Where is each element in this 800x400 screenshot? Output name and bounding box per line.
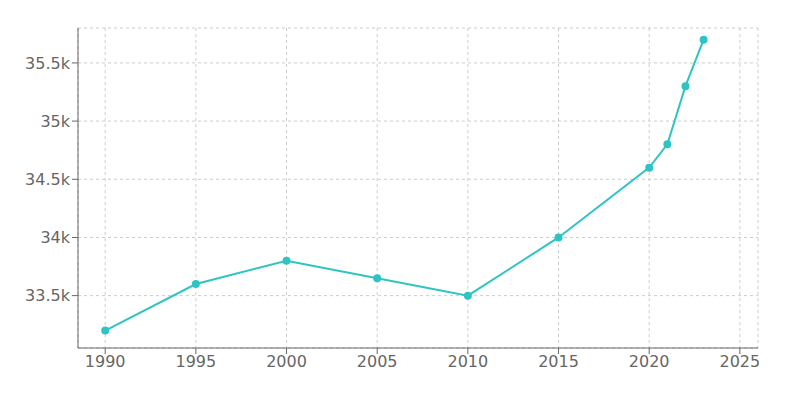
svg-text:2020: 2020 — [629, 352, 670, 371]
svg-text:2005: 2005 — [357, 352, 398, 371]
svg-text:1995: 1995 — [176, 352, 217, 371]
svg-text:34k: 34k — [40, 228, 70, 247]
svg-text:35k: 35k — [40, 112, 70, 131]
svg-text:33.5k: 33.5k — [25, 286, 71, 305]
svg-text:2015: 2015 — [538, 352, 579, 371]
svg-text:35.5k: 35.5k — [25, 54, 71, 73]
svg-text:2000: 2000 — [266, 352, 307, 371]
svg-text:2025: 2025 — [720, 352, 761, 371]
svg-text:1990: 1990 — [85, 352, 126, 371]
svg-text:2010: 2010 — [448, 352, 489, 371]
svg-text:34.5k: 34.5k — [25, 170, 71, 189]
